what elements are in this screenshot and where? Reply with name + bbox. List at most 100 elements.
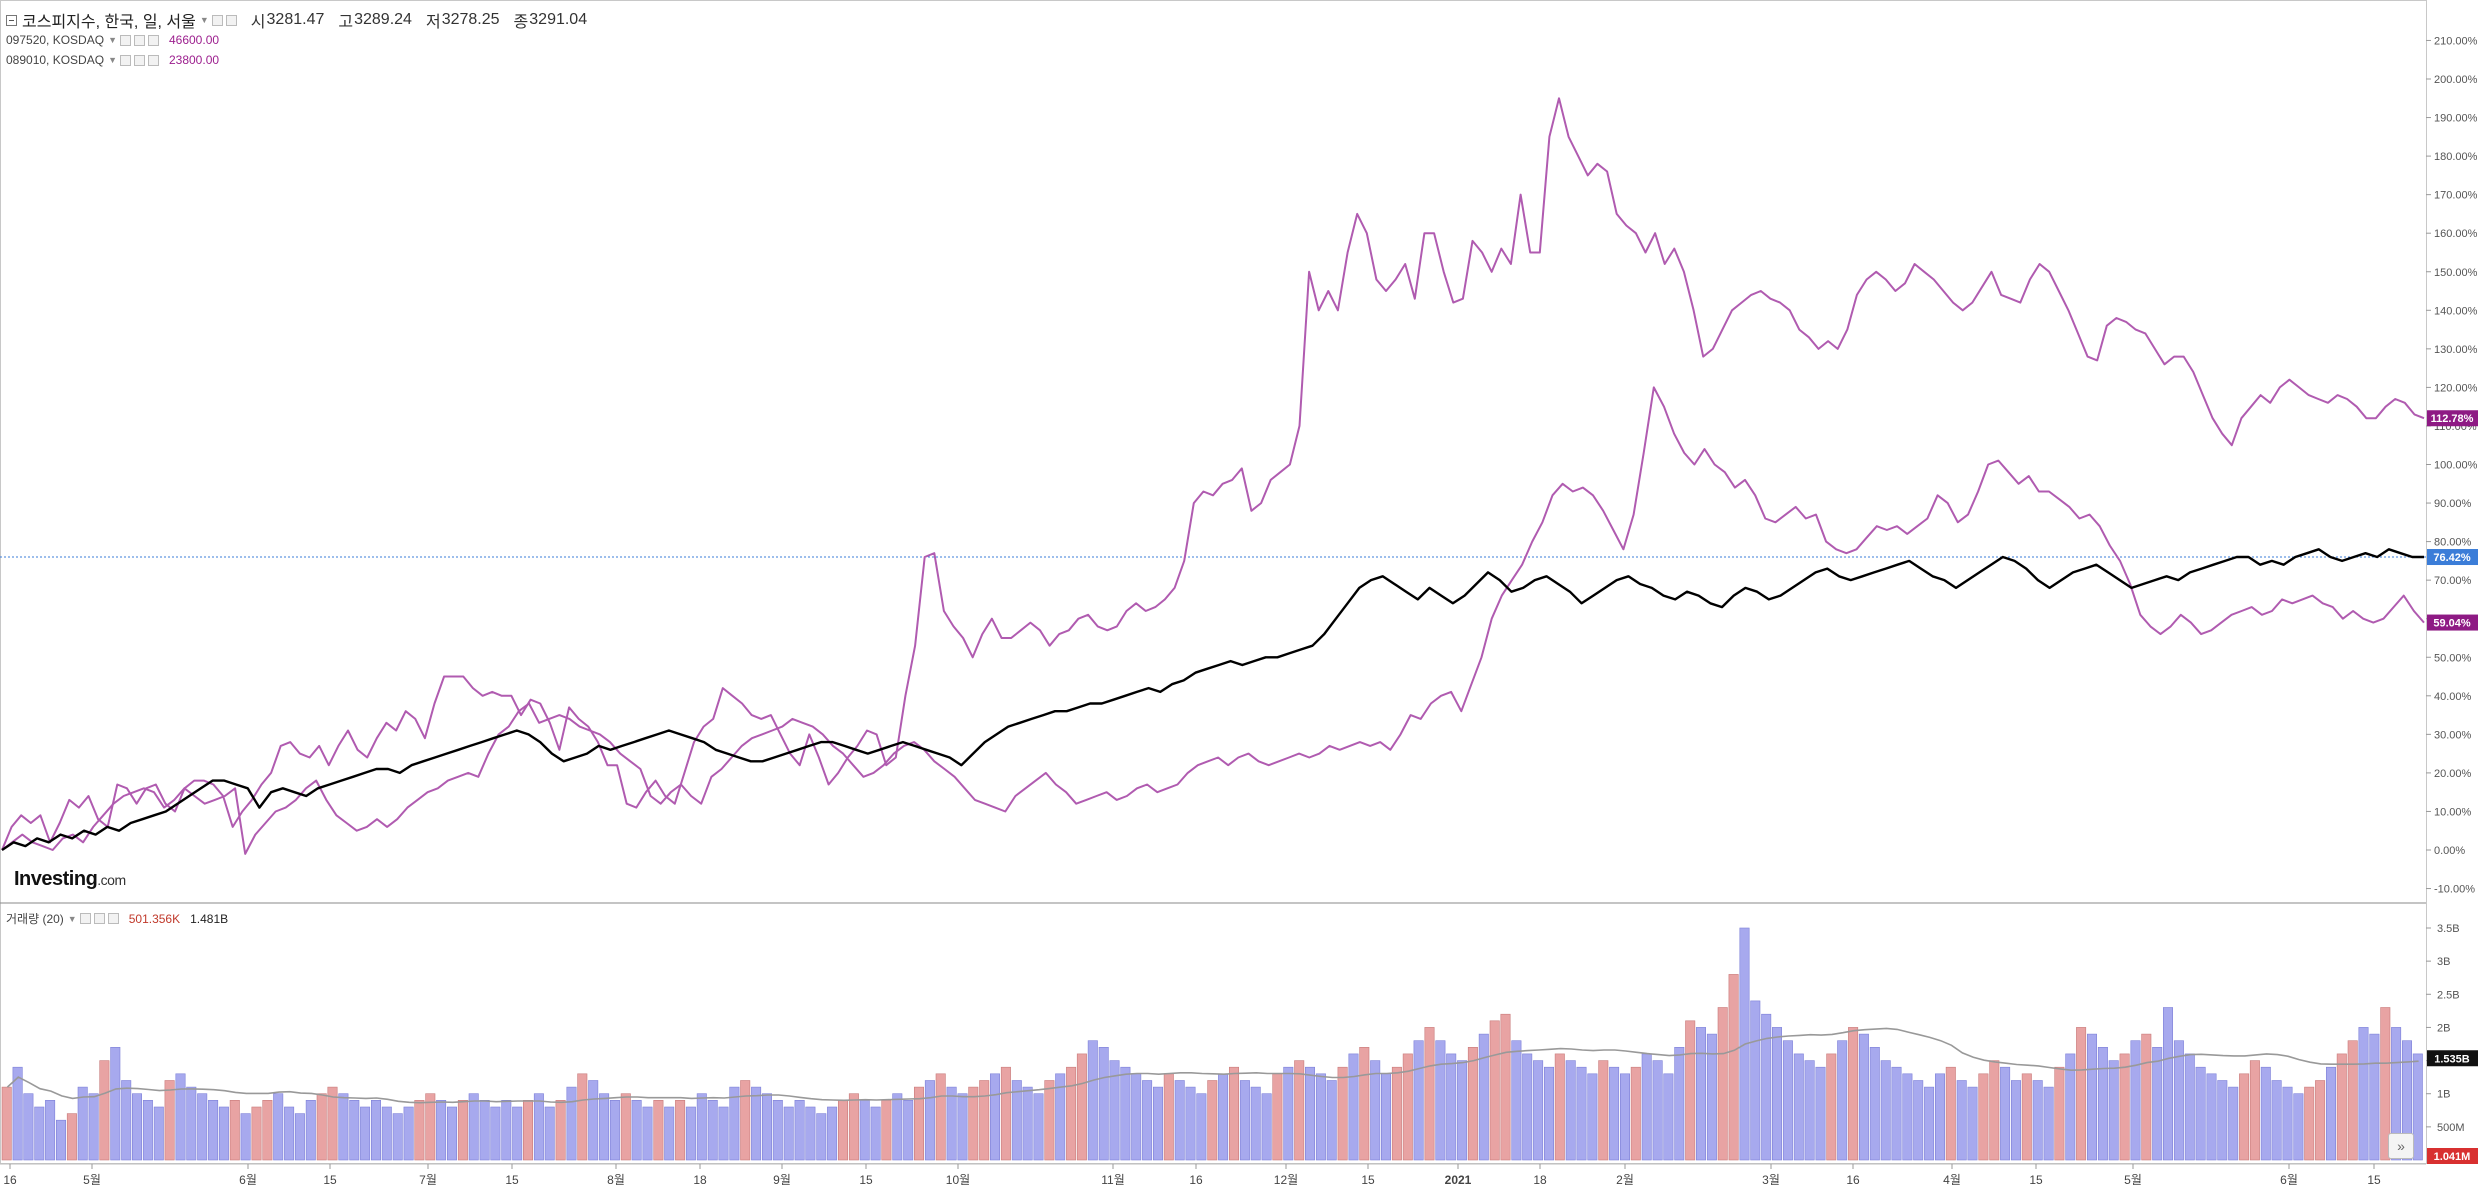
chevron-down-icon[interactable]: ▼ bbox=[108, 55, 117, 65]
volume-bar bbox=[2391, 1027, 2402, 1161]
y-tick-label: 2B bbox=[2437, 1022, 2450, 1034]
volume-bar bbox=[2184, 1053, 2195, 1161]
volume-bar bbox=[1261, 1093, 1272, 1161]
y-tick-label: -10.00% bbox=[2434, 884, 2475, 896]
y-tick-label: 30.00% bbox=[2434, 729, 2472, 741]
close-icon[interactable] bbox=[147, 34, 159, 46]
volume-bar bbox=[1315, 1073, 1326, 1161]
volume-bar bbox=[1652, 1060, 1663, 1161]
volume-bar bbox=[294, 1113, 305, 1161]
volume-bar bbox=[479, 1100, 490, 1161]
volume-bar bbox=[783, 1106, 794, 1161]
y-tick-label: 120.00% bbox=[2434, 382, 2478, 394]
volume-bar bbox=[1326, 1080, 1337, 1161]
volume-bar bbox=[696, 1093, 707, 1161]
volume-bar bbox=[1424, 1027, 1435, 1161]
volume-bar bbox=[1522, 1053, 1533, 1161]
visibility-icon[interactable] bbox=[93, 913, 105, 924]
volume-bar bbox=[903, 1100, 914, 1161]
volume-bar bbox=[34, 1106, 45, 1161]
volume-bar bbox=[1348, 1053, 1359, 1161]
badge-volume-last: 1.535B bbox=[2427, 1050, 2478, 1067]
compare-symbol-b[interactable]: 089010, KOSDAQ bbox=[6, 53, 105, 67]
volume-bar bbox=[1000, 1066, 1011, 1161]
scroll-to-latest-button[interactable]: » bbox=[2388, 1133, 2414, 1159]
x-tick-label: 7월 bbox=[419, 1173, 437, 1187]
x-tick-label: 15 bbox=[2367, 1173, 2381, 1187]
badge-089010-bg bbox=[2427, 614, 2478, 631]
visibility-icon[interactable] bbox=[133, 54, 145, 66]
open-value: 3281.47 bbox=[266, 11, 325, 28]
volume-bar bbox=[1142, 1080, 1153, 1161]
visibility-icon[interactable] bbox=[225, 14, 237, 26]
volume-bar bbox=[2097, 1047, 2108, 1161]
settings-icon[interactable] bbox=[119, 34, 131, 46]
volume-bar bbox=[620, 1093, 631, 1161]
volume-bar bbox=[924, 1080, 935, 1161]
x-tick-label: 12월 bbox=[1274, 1173, 1298, 1187]
volume-bar bbox=[1011, 1080, 1022, 1161]
volume-bar bbox=[1587, 1073, 1598, 1161]
volume-bar bbox=[2065, 1053, 2076, 1161]
volume-bar bbox=[12, 1066, 23, 1161]
x-tick-label: 6월 bbox=[2280, 1173, 2298, 1187]
volume-bar bbox=[1696, 1027, 1707, 1161]
volume-bar bbox=[1446, 1053, 1457, 1161]
y-tick-label: 140.00% bbox=[2434, 305, 2478, 317]
x-tick-label: 5월 bbox=[2124, 1173, 2142, 1187]
volume-bar bbox=[218, 1106, 229, 1161]
volume-legend: 거래량 (20) ▼ 501.356K 1.481B bbox=[6, 910, 228, 927]
volume-label[interactable]: 거래량 (20) bbox=[6, 912, 64, 926]
volume-bar bbox=[2108, 1060, 2119, 1161]
visibility-icon[interactable] bbox=[133, 34, 145, 46]
y-tick-label: 3B bbox=[2437, 956, 2450, 968]
volume-bar bbox=[2021, 1073, 2032, 1161]
volume-bar bbox=[837, 1100, 848, 1161]
y-tick-label: 200.00% bbox=[2434, 74, 2478, 86]
volume-bar bbox=[1913, 1080, 1924, 1161]
settings-icon[interactable] bbox=[119, 54, 131, 66]
chevron-down-icon[interactable]: ▼ bbox=[67, 913, 77, 924]
close-icon[interactable] bbox=[107, 913, 119, 924]
volume-bar bbox=[533, 1093, 544, 1161]
y-tick-label: 210.00% bbox=[2434, 35, 2478, 47]
settings-icon[interactable] bbox=[211, 14, 223, 26]
volume-bar bbox=[675, 1100, 686, 1161]
volume-bar bbox=[457, 1100, 468, 1161]
volume-bars bbox=[1, 927, 2423, 1161]
volume-bar bbox=[2304, 1086, 2315, 1161]
volume-bar bbox=[370, 1100, 381, 1161]
index-name[interactable]: 코스피지수, 한국, 일, 서울 bbox=[22, 14, 196, 31]
settings-icon[interactable] bbox=[79, 913, 91, 924]
volume-bar bbox=[2412, 1053, 2423, 1161]
volume-bar bbox=[77, 1086, 88, 1161]
volume-bar bbox=[1565, 1060, 1576, 1161]
volume-bar bbox=[1576, 1066, 1587, 1161]
collapse-icon[interactable] bbox=[6, 14, 17, 26]
y-tick-label: 90.00% bbox=[2434, 498, 2472, 510]
volume-bar bbox=[1761, 1013, 1772, 1161]
compare-symbol-a[interactable]: 097520, KOSDAQ bbox=[6, 33, 105, 47]
y-tick-label: 50.00% bbox=[2434, 652, 2472, 664]
volume-bar bbox=[1044, 1080, 1055, 1161]
badge-089010-label: 59.04% bbox=[2433, 618, 2471, 630]
volume-bar bbox=[2271, 1080, 2282, 1161]
x-tick-label: 15 bbox=[323, 1173, 337, 1187]
volume-bar bbox=[1750, 1000, 1761, 1161]
volume-bar bbox=[446, 1106, 457, 1161]
volume-bar bbox=[653, 1100, 664, 1161]
volume-bar bbox=[1978, 1073, 1989, 1161]
y-tick-label: 2.5B bbox=[2437, 989, 2460, 1001]
volume-bar bbox=[2119, 1053, 2130, 1161]
volume-bar bbox=[2054, 1066, 2065, 1161]
volume-bar bbox=[1250, 1086, 1261, 1161]
x-tick-label: 18 bbox=[1533, 1173, 1547, 1187]
volume-bar bbox=[1120, 1066, 1131, 1161]
close-icon[interactable] bbox=[147, 54, 159, 66]
chevron-down-icon[interactable]: ▼ bbox=[108, 35, 117, 45]
volume-bar bbox=[327, 1086, 338, 1161]
volume-bar bbox=[1848, 1027, 1859, 1161]
chevron-down-icon[interactable]: ▼ bbox=[199, 15, 209, 25]
volume-bar bbox=[2369, 1033, 2380, 1161]
